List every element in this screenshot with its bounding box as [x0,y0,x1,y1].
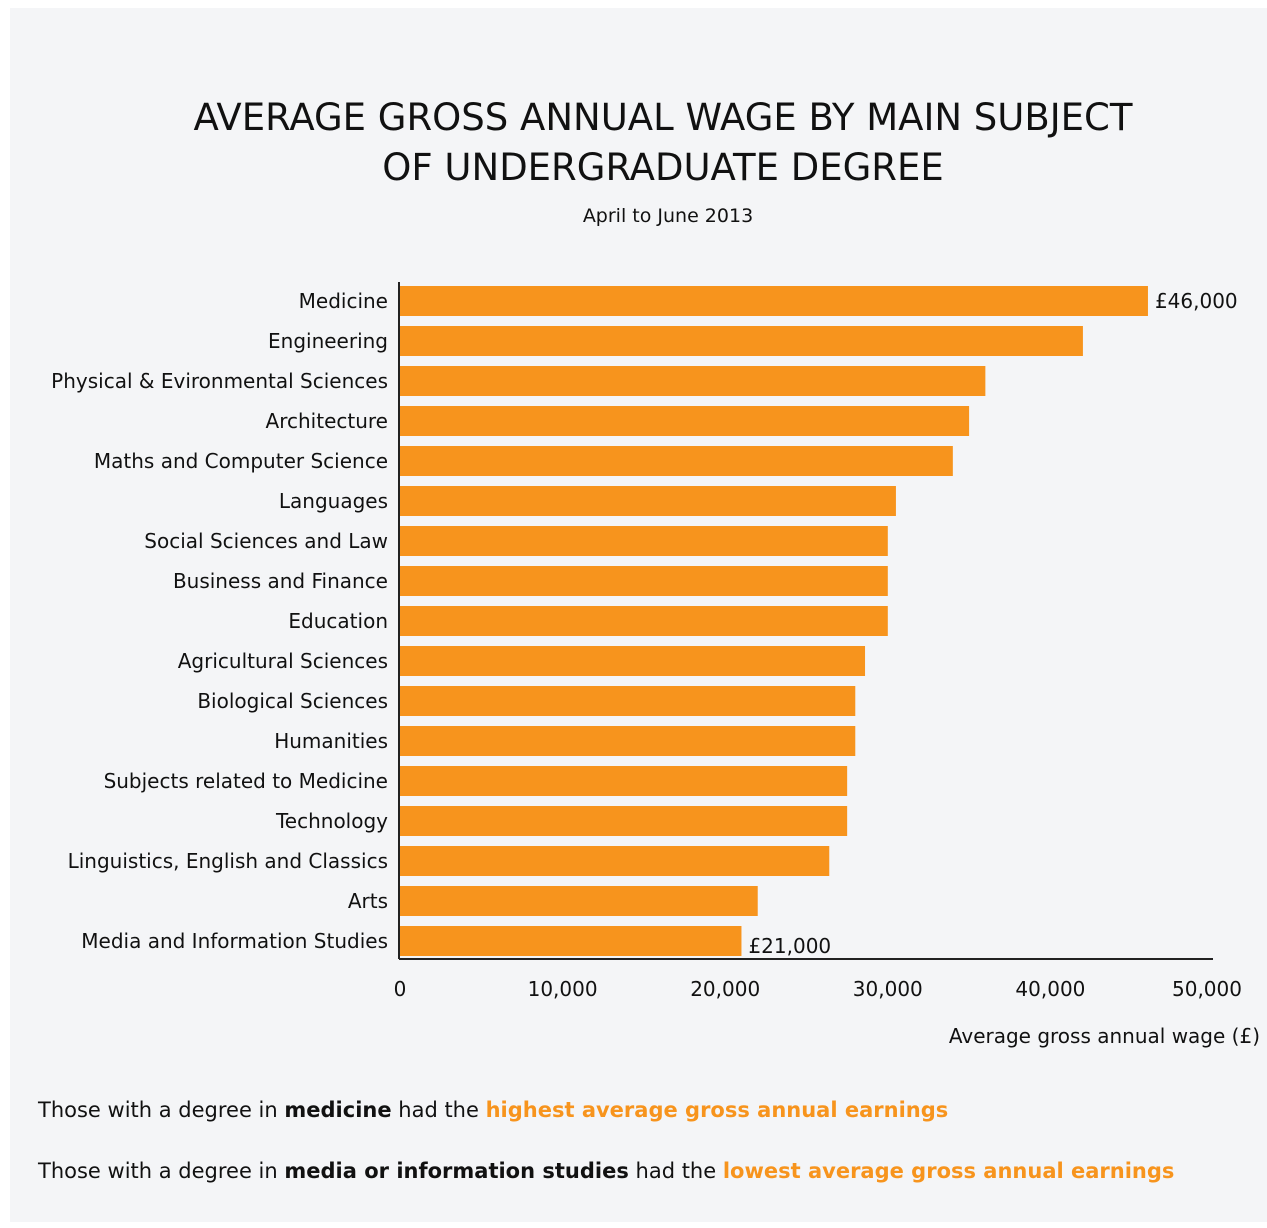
note-highest-subject: medicine [284,1098,392,1122]
note-lowest-middle: had the [628,1159,723,1183]
bar-16 [400,926,742,956]
note-lowest: Those with a degree in media or informat… [38,1159,1174,1183]
category-label-0: Medicine [299,289,388,313]
category-label-10: Biological Sciences [197,689,388,713]
category-label-9: Agricultural Sciences [178,649,388,673]
x-tick-label-2: 20,000 [690,977,760,1001]
x-tick-label-4: 40,000 [1015,977,1085,1001]
bar-8 [400,606,888,636]
x-tick-label-1: 10,000 [528,977,598,1001]
category-label-13: Technology [275,809,388,833]
category-label-11: Humanities [274,729,388,753]
bar-15 [400,886,758,916]
note-highest-highlight: highest average gross annual earnings [485,1098,949,1122]
data-label-0: £46,000 [1155,289,1238,313]
bar-chart: AVERAGE GROSS ANNUAL WAGE BY MAIN SUBJEC… [51,96,1260,1048]
category-label-16: Media and Information Studies [81,929,388,953]
bar-10 [400,686,856,716]
category-label-1: Engineering [268,329,388,353]
bar-6 [400,526,888,556]
bar-4 [400,446,953,476]
bar-14 [400,846,830,876]
category-label-15: Arts [348,889,388,913]
x-tick-label-3: 30,000 [853,977,923,1001]
category-label-8: Education [288,609,388,633]
category-label-7: Business and Finance [173,569,388,593]
category-label-14: Linguistics, English and Classics [68,849,388,873]
note-lowest-subject: media or information studies [284,1159,629,1183]
category-label-3: Architecture [266,409,388,433]
note-lowest-prefix: Those with a degree in [38,1159,285,1183]
x-tick-label-0: 0 [394,977,407,1001]
category-label-4: Maths and Computer Science [94,449,388,473]
bar-5 [400,486,896,516]
category-label-12: Subjects related to Medicine [104,769,388,793]
category-label-5: Languages [279,489,388,513]
bar-0 [400,286,1148,316]
chart-panel: AVERAGE GROSS ANNUAL WAGE BY MAIN SUBJEC… [10,8,1267,1222]
note-lowest-highlight: lowest average gross annual earnings [722,1159,1175,1183]
bar-12 [400,766,848,796]
note-highest-prefix: Those with a degree in [38,1098,285,1122]
bar-3 [400,406,970,436]
chart-title-line1: AVERAGE GROSS ANNUAL WAGE BY MAIN SUBJEC… [193,96,1132,139]
data-label-16: £21,000 [748,934,831,958]
chart-title-line2: OF UNDERGRADUATE DEGREE [382,146,943,189]
bar-2 [400,366,986,396]
category-label-2: Physical & Evironmental Sciences [51,369,388,393]
bar-7 [400,566,888,596]
x-tick-label-5: 50,000 [1172,977,1242,1001]
category-label-6: Social Sciences and Law [144,529,388,553]
bar-9 [400,646,866,676]
chart-subtitle: April to June 2013 [583,205,753,227]
note-highest: Those with a degree in medicine had the … [38,1098,948,1122]
note-highest-middle: had the [391,1098,486,1122]
bar-1 [400,326,1083,356]
x-axis-label: Average gross annual wage (£) [949,1024,1260,1048]
bar-13 [400,806,848,836]
bar-11 [400,726,856,756]
